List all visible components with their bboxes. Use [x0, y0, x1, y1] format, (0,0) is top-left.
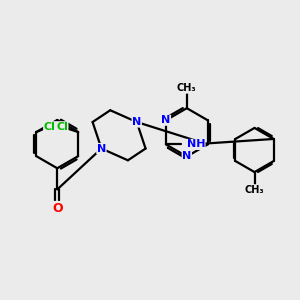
Text: N: N — [182, 152, 191, 161]
Text: NH: NH — [187, 140, 205, 149]
Text: Cl: Cl — [44, 122, 56, 132]
Text: N: N — [161, 115, 170, 125]
Text: CH₃: CH₃ — [177, 83, 197, 93]
Text: N: N — [132, 117, 141, 127]
Text: N: N — [97, 143, 106, 154]
Text: Cl: Cl — [56, 122, 68, 132]
Text: CH₃: CH₃ — [245, 185, 264, 195]
Text: O: O — [52, 202, 63, 214]
